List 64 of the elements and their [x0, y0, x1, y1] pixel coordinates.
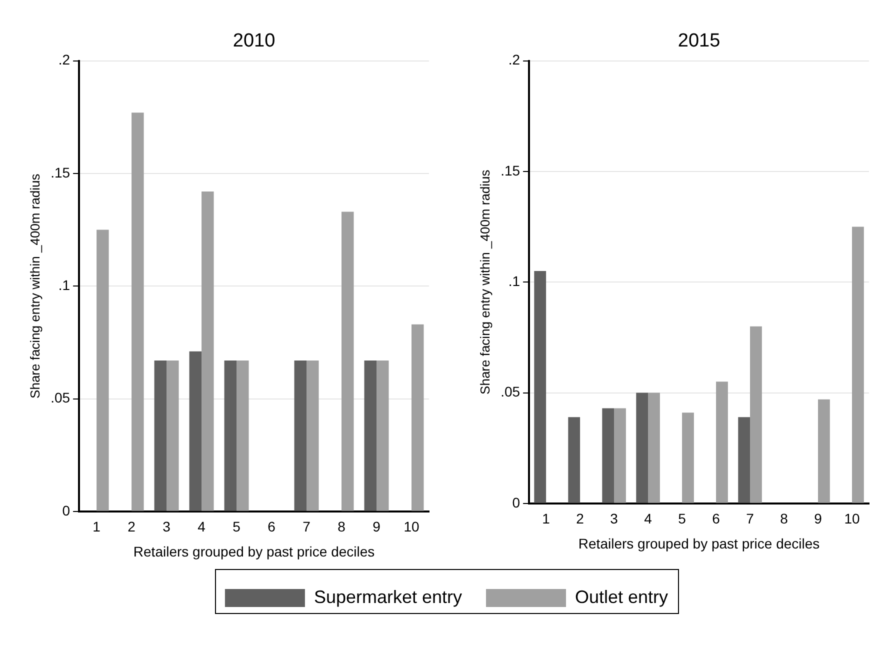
x-tick-label: 3: [162, 518, 171, 535]
x-tick-label: 10: [404, 518, 420, 535]
y-axis-title: Share facing entry within _400m radius: [27, 173, 42, 398]
y-tick-label: 0: [512, 494, 520, 510]
bar: [682, 412, 694, 503]
x-tick-label: 1: [92, 518, 101, 535]
bar: [306, 360, 319, 511]
y-tick-label: .05: [50, 390, 70, 406]
bar: [568, 417, 580, 503]
x-tick-label: 10: [844, 510, 860, 527]
x-tick-label: 1: [542, 510, 550, 527]
x-tick-label: 7: [302, 518, 311, 535]
x-axis-title: Retailers grouped by past price deciles: [133, 543, 375, 560]
x-tick-label: 4: [644, 510, 652, 527]
x-tick-label: 8: [780, 510, 788, 527]
x-tick-label: 6: [712, 510, 720, 527]
bar: [602, 408, 614, 503]
x-tick-label: 8: [338, 518, 346, 535]
bar: [648, 392, 660, 503]
bar: [154, 360, 167, 511]
x-tick-label: 6: [268, 518, 276, 535]
x-tick-label: 2: [128, 518, 136, 535]
y-tick-label: .15: [500, 162, 520, 178]
bar: [342, 212, 354, 511]
bar: [294, 360, 307, 511]
y-tick-label: .05: [500, 384, 520, 400]
x-axis-title: Retailers grouped by past price deciles: [578, 535, 820, 552]
y-tick-label: .1: [58, 276, 70, 293]
bar: [750, 326, 762, 503]
bar: [376, 360, 389, 511]
y-axis-title: Share facing entry within _400m radius: [477, 169, 492, 394]
bar: [412, 324, 424, 511]
y-tick-label: 0: [62, 502, 70, 518]
legend-label: Outlet entry: [575, 586, 668, 607]
bar: [738, 417, 750, 503]
chart-title: 2010: [232, 30, 276, 52]
chart-title: 2015: [678, 30, 720, 52]
y-tick-label: .15: [50, 164, 70, 180]
bar: [818, 399, 830, 503]
bar: [224, 360, 237, 511]
bar: [166, 360, 179, 511]
y-tick-label: .2: [58, 52, 70, 68]
x-tick-label: 4: [198, 518, 206, 535]
x-tick-label: 5: [678, 510, 686, 527]
bar: [236, 360, 249, 511]
bar: [852, 226, 864, 503]
bar: [636, 392, 648, 503]
x-tick-label: 5: [232, 518, 241, 535]
x-tick-label: 2: [576, 510, 584, 527]
legend-label: Supermarket entry: [314, 586, 462, 607]
bar: [189, 351, 202, 511]
x-tick-label: 9: [372, 518, 381, 535]
bar: [716, 382, 728, 503]
y-tick-label: .1: [508, 272, 520, 289]
bar: [364, 360, 377, 511]
bar: [132, 112, 144, 511]
bar: [534, 271, 546, 503]
x-tick-label: 3: [610, 510, 618, 527]
bar: [614, 408, 626, 503]
x-tick-label: 7: [746, 510, 754, 527]
bar: [96, 230, 109, 511]
bar: [202, 191, 214, 511]
x-tick-label: 9: [814, 510, 822, 527]
y-tick-label: .2: [508, 52, 520, 68]
